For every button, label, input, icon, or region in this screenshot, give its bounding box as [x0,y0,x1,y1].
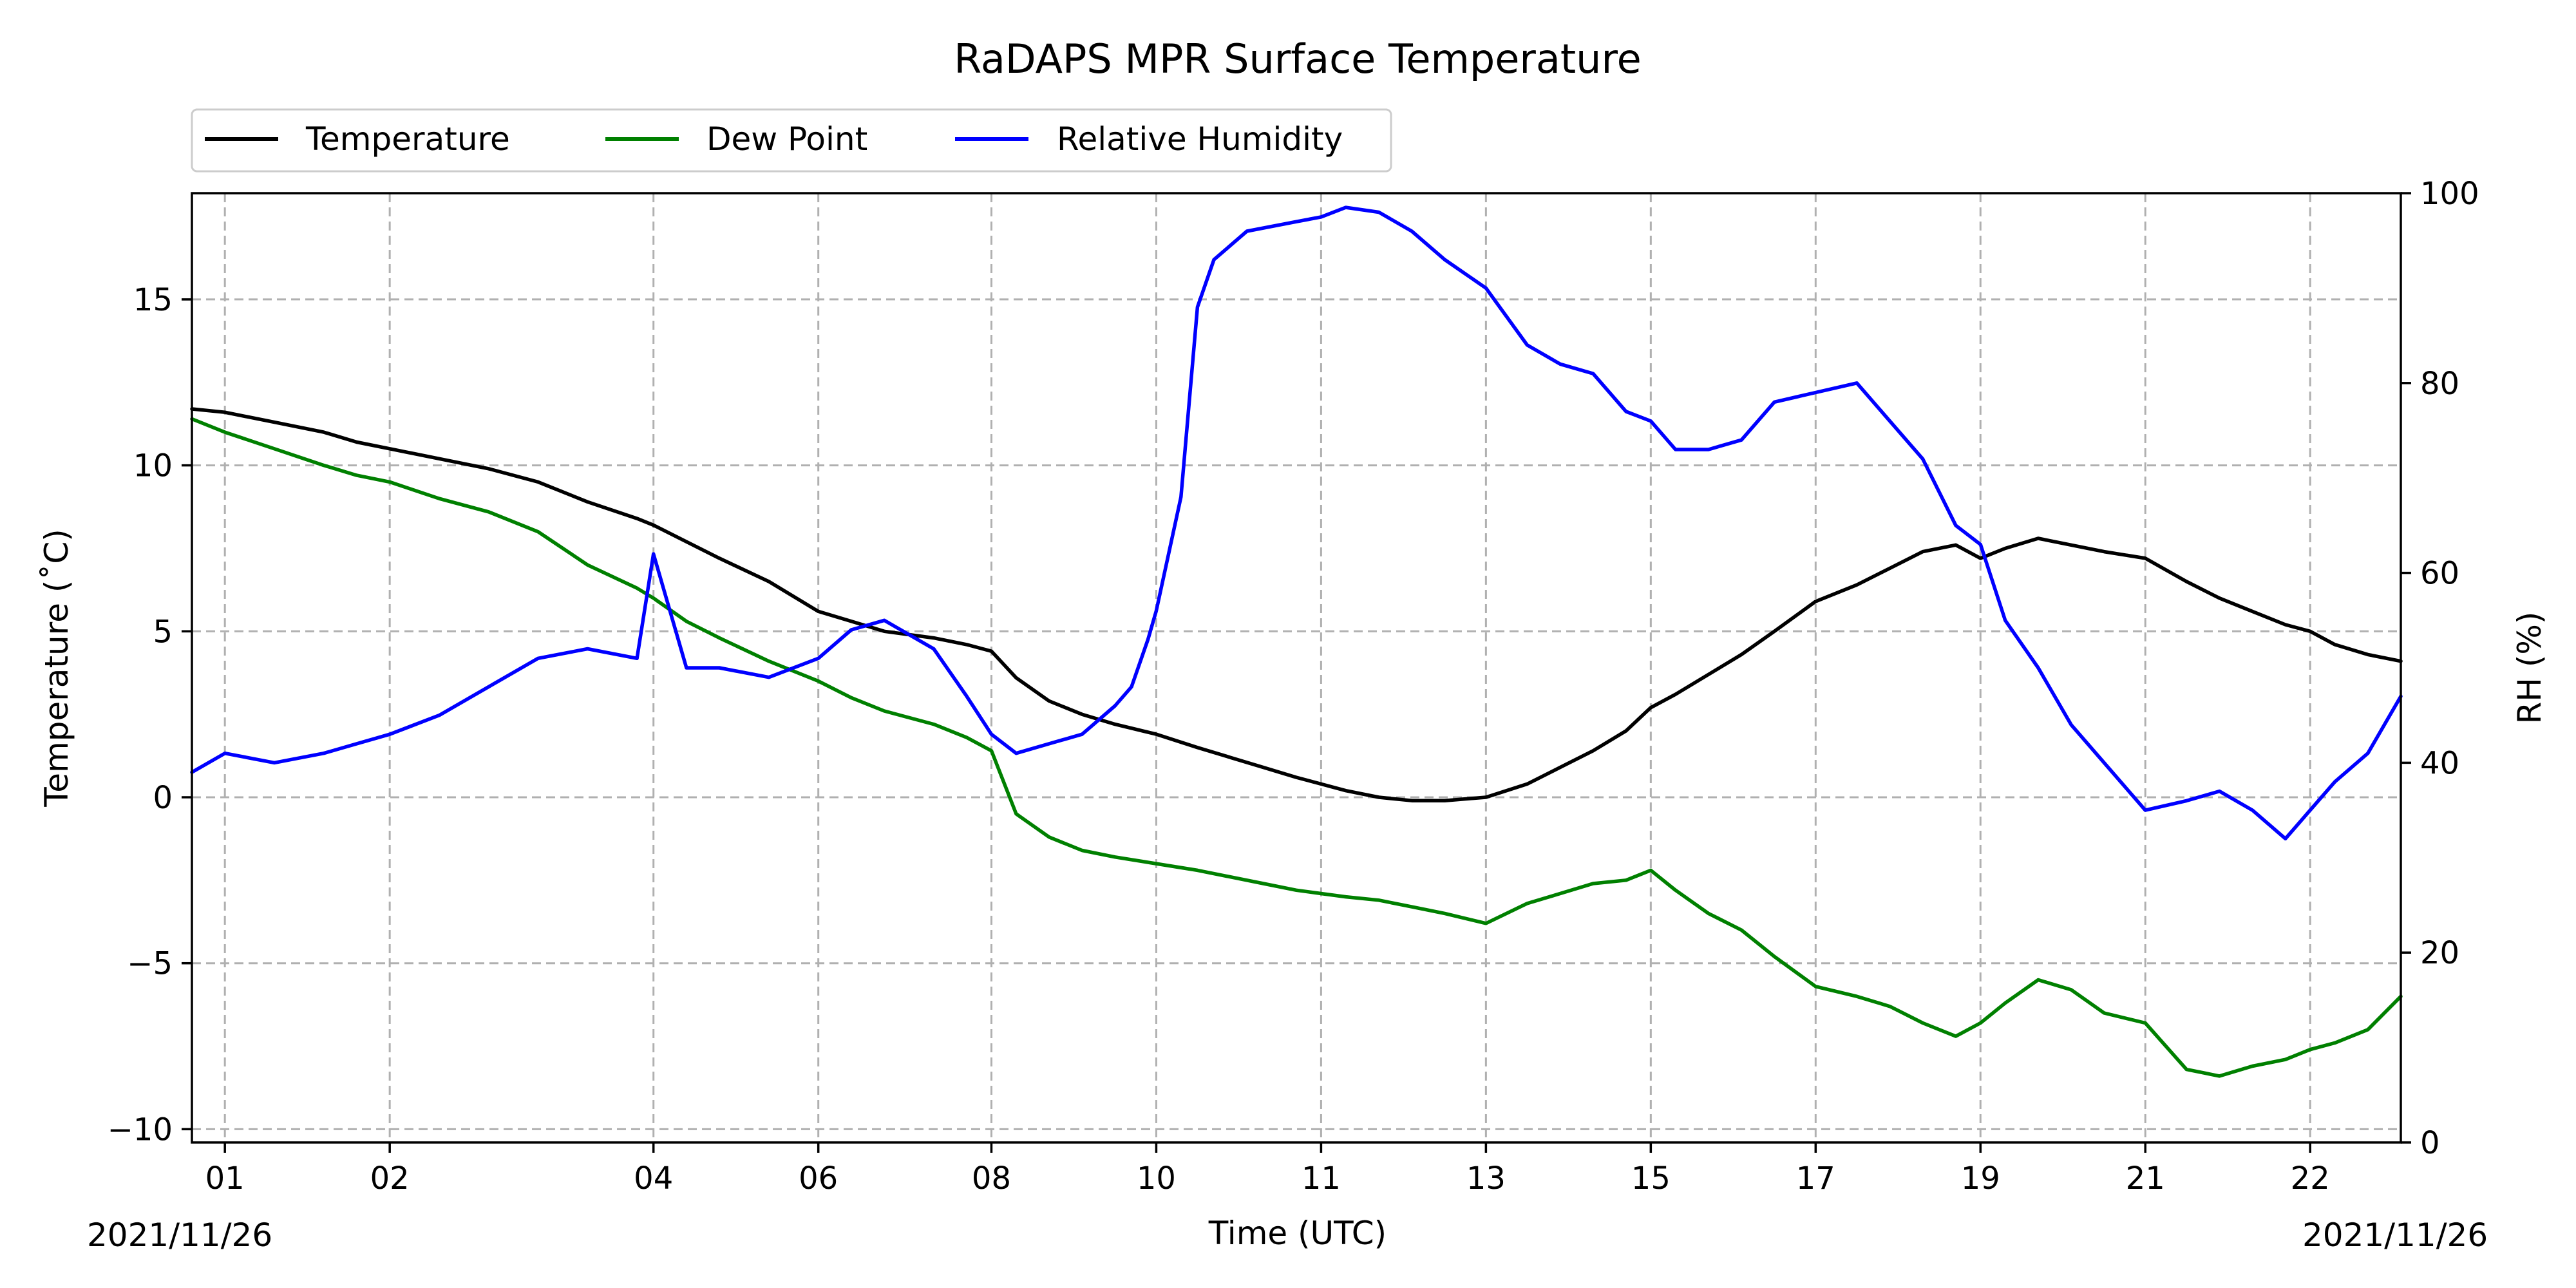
y-tick-label-4: 10 [133,448,173,484]
y-tick-label-1: −5 [127,946,173,982]
y-axis-label-right: RH (%) [2511,612,2548,724]
grid-lines [192,193,2401,1142]
x-tick-label-7: 13 [1466,1160,1506,1197]
series-line-relative-humidity [190,205,2403,841]
x-tick-label-2: 04 [634,1160,673,1197]
legend-label-relative-humidity: Relative Humidity [1057,120,1343,158]
chart-title: RaDAPS MPR Surface Temperature [954,35,1642,82]
y-axis-label-left: Temperature (˚C) [38,529,75,808]
x-tick-label-5: 10 [1137,1160,1176,1197]
x-axis-label: Time (UTC) [1208,1215,1387,1252]
x-tick-label-4: 08 [972,1160,1011,1197]
legend-box [191,108,1392,173]
x-tick-label-12: 22 [2291,1160,2330,1197]
y-right-tick-label-4: 80 [2420,366,2459,402]
series-layer [190,205,2403,1078]
x-tick-label-0: 01 [205,1160,245,1197]
x-tick-label-11: 21 [2126,1160,2165,1197]
legend-label-dew-point: Dew Point [706,120,867,158]
x-tick-label-3: 06 [799,1160,838,1197]
y-right-tick-label-3: 60 [2420,556,2459,592]
x-tick-label-9: 17 [1796,1160,1835,1197]
x-tick-label-6: 11 [1302,1160,1341,1197]
date-label-left: 2021/11/26 [87,1217,272,1254]
x-tick-label-10: 19 [1961,1160,2000,1197]
date-label-right: 2021/11/26 [2302,1217,2488,1254]
y-tick-label-2: 0 [153,780,173,816]
legend: Temperature Dew Point Relative Humidity [191,108,1392,173]
series-line-dew-point [190,417,2403,1078]
y-tick-label-5: 15 [133,282,173,318]
tick-layer: 01 02 04 06 08 10 11 13 15 17 19 21 22 −10 −5 0 5 10 15 0 20… [108,176,2479,1197]
y-tick-label-3: 5 [153,614,173,650]
y-right-tick-label-2: 40 [2420,745,2459,781]
series-line-temperature [190,407,2403,802]
y-right-tick-label-0: 0 [2420,1125,2440,1161]
y-tick-label-0: −10 [108,1112,173,1148]
y-right-tick-label-1: 20 [2420,935,2459,971]
legend-label-temperature: Temperature [305,120,510,158]
x-tick-label-1: 02 [370,1160,410,1197]
plot-frame [191,192,2402,1144]
y-right-tick-label-5: 100 [2420,176,2479,212]
x-tick-label-8: 15 [1631,1160,1671,1197]
